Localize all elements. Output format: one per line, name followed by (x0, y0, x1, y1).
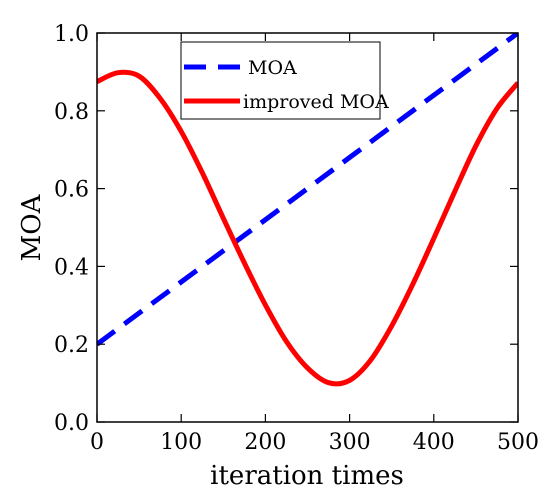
x-axis-title: iteration times (210, 461, 404, 491)
legend-label-improved-moa: improved MOA (243, 91, 389, 113)
series-layer (97, 33, 518, 387)
y-tick-label: 0.6 (54, 178, 89, 203)
y-tick-label: 1.0 (54, 22, 89, 47)
x-tick-label: 100 (160, 430, 202, 455)
x-axis-ticks: 0 100 200 300 400 500 (90, 33, 539, 455)
x-tick-label: 0 (90, 430, 104, 455)
y-axis-title: MOA (17, 193, 47, 261)
series-line-moa (97, 33, 518, 347)
y-tick-label: 0.4 (54, 255, 89, 280)
y-tick-label: 0.2 (54, 333, 89, 358)
legend-label-moa: MOA (248, 57, 297, 79)
x-tick-label: 500 (497, 430, 539, 455)
y-tick-label: 0.0 (54, 411, 89, 436)
y-tick-label: 0.8 (54, 100, 89, 125)
series-line-improved-moa (97, 69, 518, 387)
legend: MOA improved MOA (180, 41, 389, 120)
legend-box (180, 41, 381, 120)
x-tick-label: 300 (329, 430, 371, 455)
y-axis-ticks: 0.0 0.2 0.4 0.6 0.8 1.0 (54, 22, 518, 436)
plot-frame (96, 32, 519, 423)
x-tick-label: 400 (413, 430, 455, 455)
x-tick-label: 200 (244, 430, 286, 455)
